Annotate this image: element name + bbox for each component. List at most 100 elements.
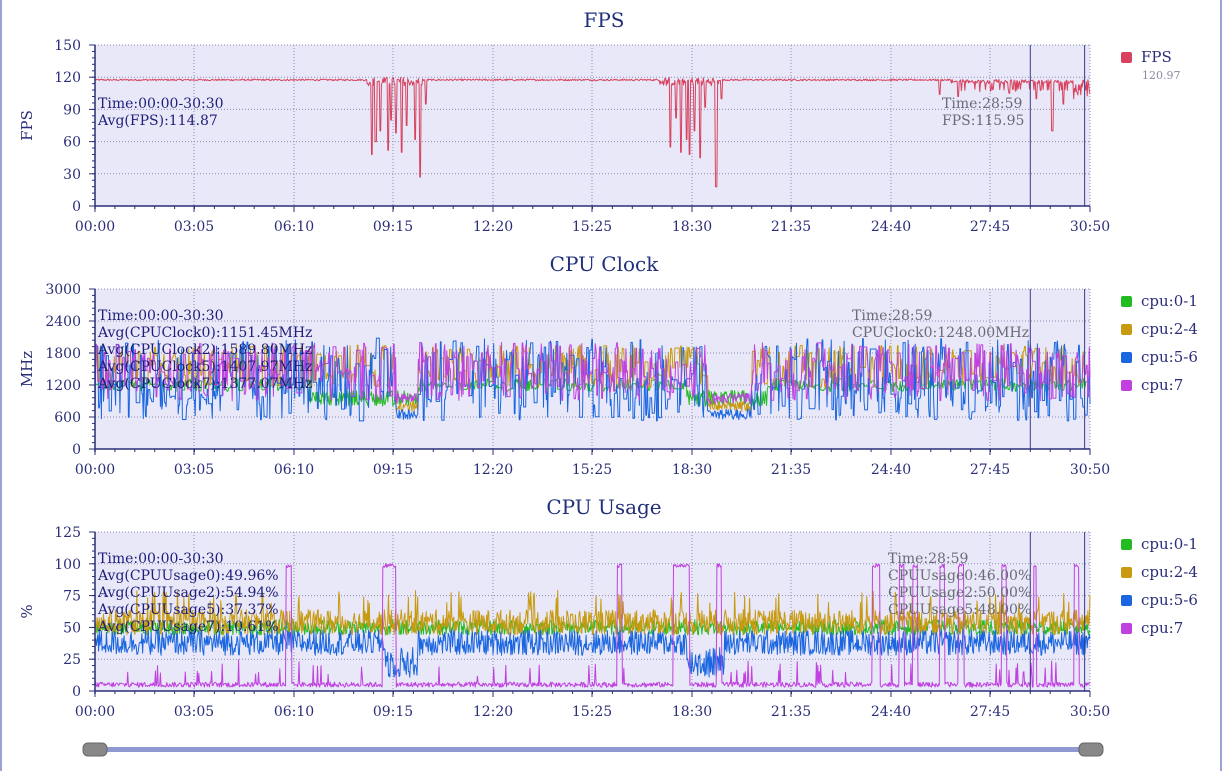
x-tick-label: 00:00 <box>75 219 115 235</box>
x-tick-label: 30:50 <box>1070 704 1110 720</box>
y-tick-label: 1200 <box>45 378 81 394</box>
y-tick-label: 1800 <box>45 346 81 362</box>
x-tick-label: 06:10 <box>274 462 314 478</box>
legend-swatch <box>1121 352 1132 363</box>
legend-item-cpu-5-6[interactable]: cpu:5-6 <box>1121 348 1198 366</box>
x-tick-label: 06:10 <box>274 219 314 235</box>
slider-handle-end[interactable] <box>1078 742 1104 757</box>
x-tick-label: 00:00 <box>75 704 115 720</box>
legend-item-cpu-7[interactable]: cpu:7 <box>1121 619 1183 637</box>
legend-label: cpu:2-4 <box>1141 320 1198 338</box>
x-tick-label: 24:40 <box>871 462 911 478</box>
legend-item-cpu-2-4[interactable]: cpu:2-4 <box>1121 320 1198 338</box>
legend-swatch <box>1121 324 1132 335</box>
legend-item-FPS[interactable]: FPS 120.97 <box>1121 48 1181 82</box>
y-tick-label: 125 <box>54 525 81 541</box>
x-tick-label: 24:40 <box>871 219 911 235</box>
x-tick-label: 18:30 <box>672 704 712 720</box>
legend-swatch <box>1121 52 1132 63</box>
x-tick-label: 27:45 <box>970 462 1010 478</box>
legend-label: cpu:7 <box>1141 619 1183 637</box>
x-tick-label: 09:15 <box>373 219 413 235</box>
legend-swatch <box>1121 567 1132 578</box>
x-tick-label: 15:25 <box>572 704 612 720</box>
chart-title: FPS <box>583 8 624 32</box>
cursor-readout: FPS:115.95 <box>942 113 1024 129</box>
cursor-readout: Time:28:59 <box>852 308 932 324</box>
y-tick-label: 30 <box>63 167 81 183</box>
x-tick-label: 12:20 <box>473 219 513 235</box>
legend-swatch <box>1121 623 1132 634</box>
x-tick-label: 12:20 <box>473 704 513 720</box>
x-tick-label: 18:30 <box>672 219 712 235</box>
legend-label: cpu:0-1 <box>1141 535 1198 553</box>
y-tick-label: 75 <box>63 589 81 605</box>
legend-label: cpu:5-6 <box>1141 591 1198 609</box>
series-line-FPS <box>94 77 1091 188</box>
y-tick-label: 50 <box>63 620 81 636</box>
legend-item-cpu-0-1[interactable]: cpu:0-1 <box>1121 292 1198 310</box>
legend-swatch <box>1121 296 1132 307</box>
series-line-cpu-2-4 <box>94 590 1091 636</box>
legend-label: FPS <box>1141 48 1172 66</box>
legend-label: cpu:7 <box>1141 376 1183 394</box>
legend-swatch <box>1121 380 1132 391</box>
x-tick-label: 30:50 <box>1070 462 1110 478</box>
stats-annotation: Avg(FPS):114.87 <box>97 113 218 129</box>
y-tick-label: 600 <box>54 410 81 426</box>
cursor-readout: CPUClock0:1248.00MHz <box>852 325 1029 341</box>
slider-track[interactable] <box>95 747 1090 752</box>
stats-annotation: Avg(CPUClock7):1377.07MHz <box>97 376 312 392</box>
legend-item-cpu-5-6[interactable]: cpu:5-6 <box>1121 591 1198 609</box>
stats-annotation: Avg(CPUUsage2):54.94% <box>97 585 279 601</box>
x-tick-label: 27:45 <box>970 219 1010 235</box>
chart-clock: CPU Clock 3000 2400 1800 1200 600 0 00:00 03:05 0… <box>18 252 1198 478</box>
series-line-cpu-7 <box>94 341 1091 405</box>
x-tick-label: 21:35 <box>771 462 811 478</box>
cursor-readout: CPUUsage5:48.00% <box>888 602 1031 618</box>
cursor-readout: Time:28:59 <box>942 96 1022 112</box>
cursor-readout: CPUUsage2:50.00% <box>888 585 1031 601</box>
y-tick-label: 120 <box>54 70 81 86</box>
x-tick-label: 09:15 <box>373 704 413 720</box>
y-tick-label: 100 <box>54 557 81 573</box>
x-tick-label: 12:20 <box>473 462 513 478</box>
x-tick-label: 21:35 <box>771 219 811 235</box>
slider-handle-start[interactable] <box>82 742 108 757</box>
legend: FPS 120.97 <box>1121 48 1181 82</box>
y-axis-label: % <box>18 604 36 618</box>
stats-annotation: Avg(CPUClock0):1151.45MHz <box>97 325 312 341</box>
y-tick-label: 150 <box>54 38 81 54</box>
stats-annotation: Avg(CPUUsage0):49.96% <box>97 568 279 584</box>
legend-item-cpu-0-1[interactable]: cpu:0-1 <box>1121 535 1198 553</box>
legend-item-cpu-7[interactable]: cpu:7 <box>1121 376 1183 394</box>
stats-annotation: Time:00:00-30:30 <box>98 308 224 324</box>
legend-item-cpu-2-4[interactable]: cpu:2-4 <box>1121 563 1198 581</box>
chart-title: CPU Usage <box>546 495 661 519</box>
y-tick-label: 0 <box>72 684 81 700</box>
stats-annotation: Time:00:00-30:30 <box>98 551 224 567</box>
series-line-cpu-5-6 <box>94 337 1091 422</box>
x-tick-label: 03:05 <box>174 462 214 478</box>
y-axis-label: FPS <box>18 110 36 141</box>
legend-swatch <box>1121 595 1132 606</box>
y-tick-label: 90 <box>63 102 81 118</box>
cursor-readout: Time:28:59 <box>888 551 968 567</box>
time-range-slider[interactable] <box>82 742 1104 757</box>
x-tick-label: 18:30 <box>672 462 712 478</box>
grid <box>95 44 1091 206</box>
series-group <box>94 337 1091 422</box>
chart-fps: FPS 150 120 90 60 30 0 00:00 03:05 06:10 09:15 12:2… <box>18 8 1181 235</box>
legend-swatch <box>1121 539 1132 550</box>
x-tick-label: 27:45 <box>970 704 1010 720</box>
y-tick-label: 3000 <box>45 282 81 298</box>
stats-annotation: Avg(CPUUsage5):37.37% <box>97 602 279 618</box>
x-tick-label: 15:25 <box>572 219 612 235</box>
x-tick-label: 21:35 <box>771 704 811 720</box>
legend: cpu:0-1 cpu:2-4 cpu:5-6 cpu:7 <box>1121 535 1198 637</box>
x-tick-label: 15:25 <box>572 462 612 478</box>
series-line-cpu-7 <box>94 563 1091 688</box>
series-group <box>94 563 1091 688</box>
y-tick-label: 25 <box>63 652 81 668</box>
